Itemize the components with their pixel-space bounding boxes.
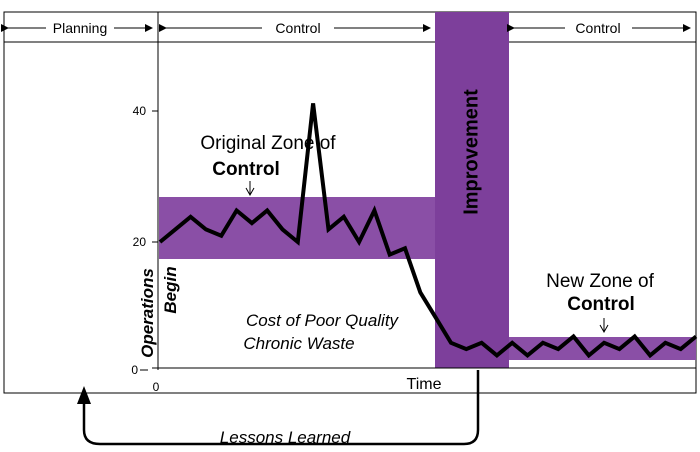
x-axis-label: Time [407,376,442,393]
lessons-learned-label: Lessons Learned [220,428,351,447]
improvement-label: Improvement [460,89,482,215]
y-tick-label: 0 [131,363,138,377]
planning-label: Planning [53,20,108,36]
original-zone-band [159,197,435,259]
x-origin-label: 0 [153,380,160,394]
diagram-frame [3,11,697,394]
original-zone-label-line1: Original Zone of [200,133,336,154]
lessons-learned-arrow [82,370,480,446]
new-zone-label-line2: Control [567,294,635,315]
new-zone-label-line1: New Zone of [546,271,654,292]
begin-label: Begin [161,266,180,313]
original-zone-label-line2: Control [212,159,280,180]
lessons-learned-arrowhead [77,386,91,404]
cost-label-line2: Chronic Waste [243,334,354,353]
cost-label-line1: Cost of Poor Quality [246,311,400,330]
control-left-label: Control [275,20,320,36]
y-tick-label: 40 [133,104,147,118]
new-zone-pointer-head [599,324,609,334]
improvement-band [435,12,509,368]
operations-label: Operations [138,268,157,358]
y-tick-label: 20 [133,235,147,249]
performance-line [158,103,698,359]
control-right-label: Control [575,20,620,36]
original-zone-pointer-head [245,187,255,197]
